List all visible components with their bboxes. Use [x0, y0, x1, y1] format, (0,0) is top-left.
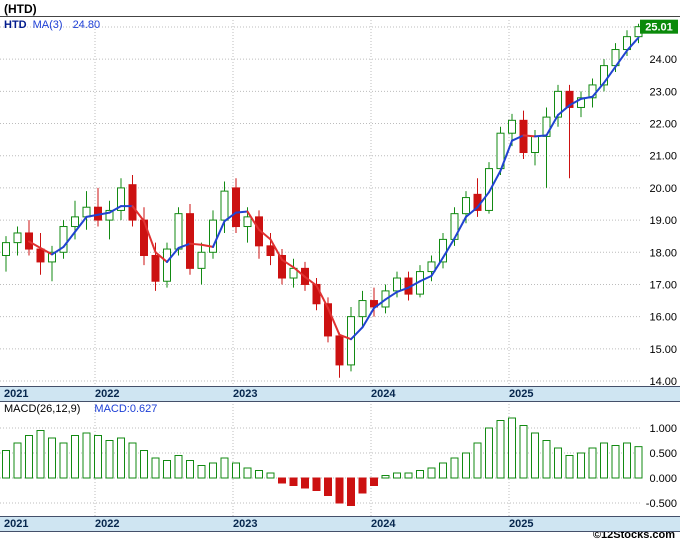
- macd-y-axis-labels: 1.000 0.500 0.000 -0.500: [646, 423, 677, 510]
- svg-text:0.500: 0.500: [649, 448, 677, 460]
- macd-histogram-chart: 1.000 0.500 0.000 -0.500: [0, 404, 677, 516]
- svg-text:19.00: 19.00: [649, 215, 677, 227]
- svg-text:18.00: 18.00: [649, 247, 677, 259]
- svg-text:21.00: 21.00: [649, 151, 677, 163]
- ma-value: 24.80: [72, 19, 101, 31]
- x-axis-year-label: 2022: [95, 518, 120, 530]
- svg-text:20.00: 20.00: [649, 183, 677, 195]
- svg-text:-0.500: -0.500: [646, 498, 677, 510]
- ma-label: MA(3): [32, 19, 63, 31]
- price-x-axis-band: 2021 2022 2023 2024 2025: [0, 386, 680, 402]
- macd-params-label: MACD(26,12,9): [4, 403, 81, 415]
- macd-histogram: [2, 417, 643, 506]
- x-axis-year-label: 2021: [4, 518, 29, 530]
- price-candlestick-chart: 25.0024.0023.0022.0021.0020.0019.0018.00…: [0, 16, 680, 386]
- x-axis-year-label: 2025: [509, 388, 534, 400]
- last-price-tag: 25.01: [640, 19, 678, 34]
- x-axis-year-label: 2025: [509, 518, 534, 530]
- macd-value-label: MACD:0.627: [94, 403, 158, 415]
- copyright-link[interactable]: ©12Stocks.com: [592, 529, 675, 541]
- svg-text:1.000: 1.000: [649, 423, 677, 435]
- price-gridlines: [0, 20, 642, 386]
- x-axis-year-label: 2023: [233, 388, 258, 400]
- svg-text:23.00: 23.00: [649, 86, 677, 98]
- ma3-line: [28, 36, 640, 341]
- ticker-symbol-label: HTD: [4, 19, 27, 31]
- x-axis-year-label: 2024: [371, 518, 396, 530]
- x-axis-year-label: 2021: [4, 388, 29, 400]
- macd-legend: MACD(26,12,9) MACD:0.627: [4, 403, 157, 415]
- price-chart-legend: HTD MA(3) 24.80: [4, 19, 100, 31]
- svg-text:17.00: 17.00: [649, 279, 677, 291]
- x-axis-year-label: 2023: [233, 518, 258, 530]
- candlesticks: [2, 23, 643, 378]
- svg-text:25.01: 25.01: [645, 22, 673, 34]
- price-y-axis-labels: 25.0024.0023.0022.0021.0020.0019.0018.00…: [649, 22, 677, 386]
- x-axis-year-label: 2022: [95, 388, 120, 400]
- svg-text:15.00: 15.00: [649, 344, 677, 356]
- macd-x-axis-band: 2021 2022 2023 2024 2025: [0, 516, 680, 532]
- svg-text:0.000: 0.000: [649, 473, 677, 485]
- svg-text:24.00: 24.00: [649, 54, 677, 66]
- page-title: (HTD): [4, 2, 37, 16]
- svg-text:14.00: 14.00: [649, 376, 677, 386]
- svg-text:16.00: 16.00: [649, 312, 677, 324]
- svg-text:22.00: 22.00: [649, 119, 677, 131]
- x-axis-year-label: 2024: [371, 388, 396, 400]
